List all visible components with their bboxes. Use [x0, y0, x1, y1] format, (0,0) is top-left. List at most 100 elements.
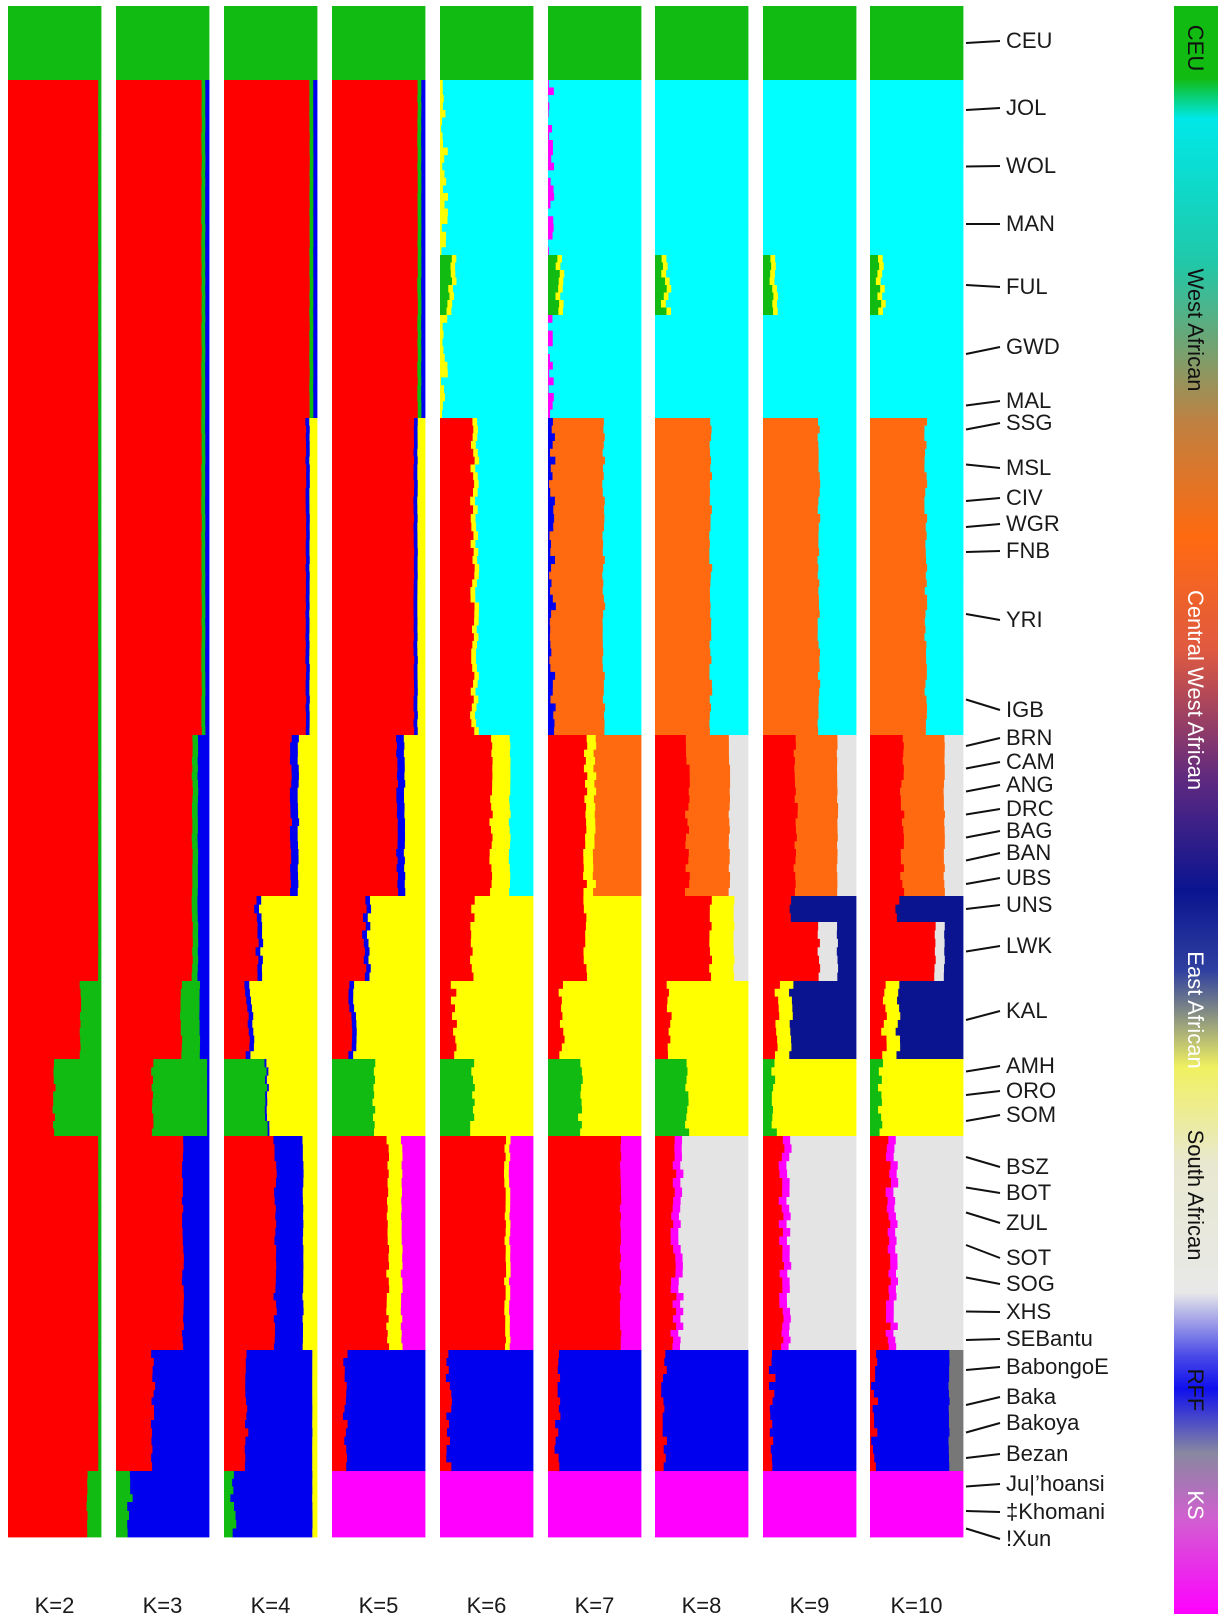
admixture-bar-bakoya-red [548, 1420, 556, 1429]
admixture-bar-ful-cyan [456, 277, 534, 286]
admixture-bar-lwk-yellow [470, 955, 534, 965]
admixture-bar-bsz-magenta [621, 1152, 642, 1162]
admixture-bar-uns-red [440, 904, 472, 914]
admixture-bar-yri-green [201, 656, 206, 665]
admixture-bar-bakoya-blue [245, 1436, 313, 1446]
admixture-bar-wgr-blue [306, 531, 311, 541]
admixture-bar-man-magenta [548, 193, 555, 202]
admixture-bar-gwd-red [116, 369, 202, 378]
admixture-bar-man-blue [205, 216, 210, 225]
admixture-bar-bsz-red [332, 1169, 390, 1179]
admixture-bar-sot-yellow [388, 1253, 403, 1263]
admixture-bar-brn-lightgray [728, 749, 749, 758]
admixture-bar-man-yellow [440, 239, 447, 248]
admixture-bar-ang-orange [594, 780, 642, 789]
admixture-bar-ful-green [870, 292, 878, 301]
admixture-bar-wgr-orange [655, 531, 710, 541]
admixture-bar-juhoansi-magenta [440, 1471, 534, 1480]
admixture-bar-ban-red [332, 856, 399, 865]
admixture-bar-bag-red [548, 841, 586, 850]
admixture-bar-civ-cyan [477, 488, 534, 498]
admixture-bar-amh-yellow [686, 1075, 749, 1085]
admixture-bar-yri-cyan [710, 648, 749, 657]
admixture-bar-bakoya-blue [871, 1436, 949, 1446]
admixture-bar-ssg-red [116, 418, 202, 427]
admixture-bar-yri-red [332, 571, 415, 580]
admixture-bar-brn-red [655, 749, 687, 758]
admixture-bar-gwd-cyan [763, 346, 857, 355]
admixture-bar-yri-cyan [927, 602, 964, 611]
admixture-bar-mal-cyan [553, 393, 642, 402]
admixture-bar-baka-red [763, 1405, 771, 1413]
admixture-bar-uns-yellow [471, 904, 534, 914]
admixture-bar-msl-green [201, 456, 206, 465]
admixture-bar-msl-orange [655, 480, 711, 489]
admixture-bar-jol-red [8, 110, 99, 118]
admixture-bar-ang-red [224, 787, 291, 796]
panel-k-10 [870, 6, 964, 1538]
admixture-bar-bakoya-blue [662, 1428, 749, 1438]
admixture-bar-uns-blue [197, 896, 210, 906]
admixture-bar-juhoansi-magenta [332, 1486, 426, 1495]
admixture-bar-ceu-green [8, 71, 102, 81]
admixture-bar-xun-blue [232, 1528, 313, 1538]
admixture-bar-juhoansi-blue [130, 1486, 210, 1495]
admixture-bar-mal-cyan [442, 409, 534, 419]
admixture-bar-babongoe-blue [449, 1382, 534, 1391]
admixture-bar-sog-red [8, 1285, 99, 1294]
admixture-bar-som-red [8, 1128, 55, 1137]
admixture-bar-yri-blue [205, 617, 210, 626]
admixture-bar-lwk-yellow [709, 938, 734, 948]
admixture-bar-ang-lightgray [837, 780, 857, 789]
admixture-bar-yri-blue [205, 571, 210, 580]
admixture-bar-cam-orange [593, 764, 642, 773]
population-label: UBS [1006, 865, 1051, 890]
admixture-bar-gwd-red [116, 377, 202, 386]
admixture-bar-zul-red [8, 1212, 99, 1221]
admixture-bar-man-red [332, 193, 418, 202]
admixture-bar-yri-cyan [478, 617, 534, 626]
admixture-bar-civ-red [332, 496, 414, 506]
admixture-bar-kal-green [79, 1027, 102, 1036]
admixture-bar-yri-blue [413, 625, 418, 634]
admixture-bar-igb-orange [655, 703, 712, 712]
admixture-bar-sot-red [763, 1245, 783, 1254]
admixture-bar-ang-red [870, 780, 902, 789]
admixture-bar-man-cyan [655, 208, 749, 217]
admixture-bar-zul-red [224, 1220, 277, 1229]
admixture-bar-ful-blue [205, 277, 210, 286]
admixture-bar-wgr-cyan [926, 531, 964, 541]
admixture-bar-kal-red [8, 1012, 81, 1021]
admixture-bar-man-red [116, 193, 202, 202]
admixture-bar-ceu-green [548, 63, 642, 73]
admixture-bar-cam-red [440, 764, 493, 773]
admixture-bar-man-blue [421, 231, 426, 240]
admixture-bar-zul-red [224, 1204, 277, 1213]
admixture-bar-gwd-cyan [655, 338, 749, 347]
admixture-bar-bag-yellow [491, 841, 511, 850]
admixture-bar-bot-red [440, 1178, 505, 1188]
admixture-bar-jol-yellow [440, 117, 443, 126]
admixture-bar-ban-lightgray [837, 849, 857, 858]
admixture-bar-mal-blue [313, 393, 318, 402]
admixture-bar-kal-blue [199, 996, 210, 1005]
admixture-bar-jol-green [98, 87, 102, 96]
admixture-bar-jol-green [309, 117, 314, 126]
admixture-bar-wol-green [201, 177, 206, 186]
admixture-bar-bsz-magenta [400, 1136, 426, 1145]
admixture-bar-kal-blue [245, 1051, 251, 1060]
admixture-bar-juhoansi-green [116, 1471, 131, 1480]
population-label: FNB [1006, 538, 1050, 563]
admixture-bar-ceu-green [548, 30, 642, 40]
admixture-bar-yri-cyan [710, 594, 749, 603]
admixture-bar-fnb-orange [550, 548, 604, 557]
admixture-bar-lwk-red [440, 947, 473, 957]
admixture-bar-wol-green [98, 147, 102, 156]
admixture-bar-baka-blue [558, 1405, 642, 1413]
admixture-bar-igb-cyan [477, 679, 534, 689]
admixture-bar-kal-red [655, 988, 670, 997]
admixture-bar-igb-orange [870, 679, 926, 689]
admixture-bar-bezan-green [98, 1445, 102, 1455]
admixture-bar-jol-red [224, 87, 310, 96]
k-label: K=4 [251, 1593, 291, 1618]
